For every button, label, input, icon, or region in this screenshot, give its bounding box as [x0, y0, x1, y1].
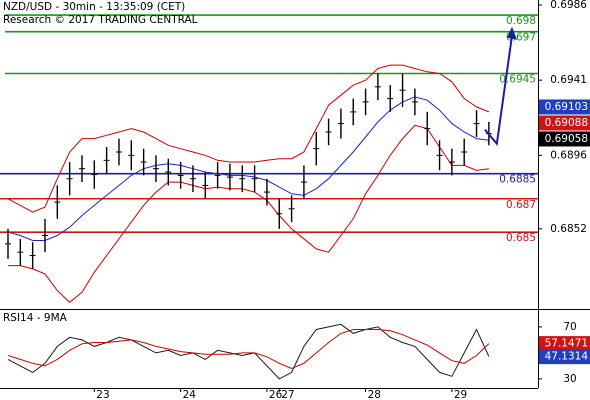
x-tick-label: 29 — [454, 389, 467, 400]
rsi-line — [7, 329, 490, 370]
x-tick-label: 28 — [368, 389, 381, 400]
forecast-arrow — [484, 35, 513, 146]
y-tick-label: 0.6896 — [550, 149, 587, 161]
x-tick-label: 23 — [96, 389, 109, 400]
indicator-line — [7, 96, 489, 241]
level-label: 0.6945 — [499, 73, 536, 85]
y-tick-label: 30 — [563, 373, 576, 385]
y-tick-label: 70 — [563, 321, 576, 333]
y-tick-label: 0.6986 — [550, 0, 587, 11]
x-tick-label: 26 — [269, 389, 283, 400]
price-tag-label: 47.1314 — [545, 351, 589, 363]
price-tag — [539, 115, 590, 131]
y-tick-label: 0.6941 — [550, 74, 587, 86]
forecast-arrowhead — [507, 26, 517, 40]
chart-title: NZD/USD - 30min - 13:35:09 (CET) — [3, 1, 185, 13]
rsi-title: RSI14 - 9MA — [3, 312, 68, 324]
indicator-line — [7, 64, 490, 213]
price-tag-label: 0.69088 — [545, 117, 588, 129]
indicator-line — [8, 124, 489, 303]
y-tick-label: 0.6852 — [550, 223, 587, 235]
level-label: 0.698 — [506, 15, 536, 27]
level-label: 0.685 — [506, 232, 536, 244]
x-tick-label: 24 — [183, 389, 197, 400]
price-tag-label: 0.69103 — [545, 101, 588, 113]
price-tag — [539, 336, 590, 352]
price-tag — [539, 131, 590, 147]
price-tag — [539, 99, 590, 115]
level-label: 0.6885 — [499, 174, 536, 186]
level-label: 0.687 — [506, 199, 536, 211]
price-tag — [539, 349, 590, 365]
price-tag-label: 0.69058 — [545, 133, 588, 145]
price-tag-label: 57.1471 — [545, 338, 588, 350]
chart-subtitle: Research © 2017 TRADING CENTRAL — [3, 14, 198, 26]
x-tick-label: 27 — [281, 389, 294, 400]
